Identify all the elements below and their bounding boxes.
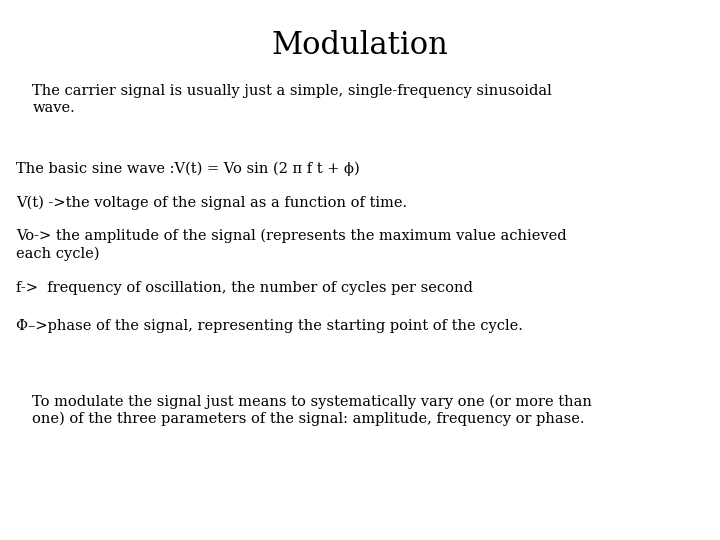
Text: Vo-> the amplitude of the signal (represents the maximum value achieved
each cyc: Vo-> the amplitude of the signal (repres… xyxy=(16,229,567,261)
Text: The basic sine wave :V(t) = Vo sin (2 π f t + ϕ): The basic sine wave :V(t) = Vo sin (2 π … xyxy=(16,162,359,177)
Text: To modulate the signal just means to systematically vary one (or more than
one) : To modulate the signal just means to sys… xyxy=(32,394,593,427)
Text: The carrier signal is usually just a simple, single-frequency sinusoidal
wave.: The carrier signal is usually just a sim… xyxy=(32,84,552,115)
Text: f->  frequency of oscillation, the number of cycles per second: f-> frequency of oscillation, the number… xyxy=(16,281,473,295)
Text: Modulation: Modulation xyxy=(271,30,449,60)
Text: Φ–>phase of the signal, representing the starting point of the cycle.: Φ–>phase of the signal, representing the… xyxy=(16,319,523,333)
Text: V(t) ->the voltage of the signal as a function of time.: V(t) ->the voltage of the signal as a fu… xyxy=(16,195,407,210)
